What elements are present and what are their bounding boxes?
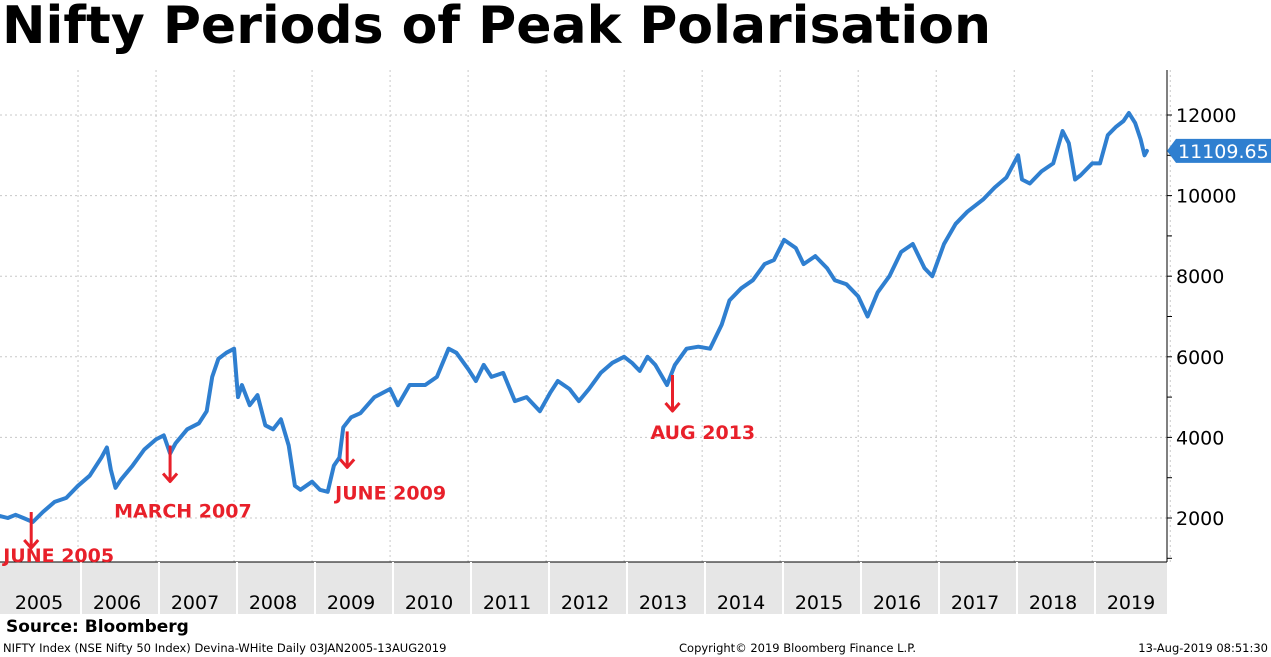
footer-timestamp: 13-Aug-2019 08:51:30 — [1138, 641, 1268, 655]
y-tick-label: 6000 — [1176, 347, 1224, 369]
x-tick-label: 2016 — [873, 592, 921, 614]
annotation-label: MARCH 2007 — [114, 501, 252, 523]
annotation: JUNE 2009 — [333, 431, 446, 504]
x-tick-label: 2009 — [327, 592, 375, 614]
y-tick-label: 2000 — [1176, 508, 1224, 530]
annotation-label: JUNE 2009 — [333, 482, 446, 504]
chart: 2005 2006 2007 2008 2009 2010 2011 2012 2013 2014… — [0, 70, 1271, 614]
chart-title: Nifty Periods of Peak Polarisation — [2, 0, 991, 56]
annotation-label: JUNE 2005 — [1, 545, 114, 567]
x-tick-label: 2007 — [171, 592, 219, 614]
source-label: Source: Bloomberg — [6, 617, 189, 637]
annotation-arrow-head — [23, 539, 40, 550]
nifty-series-line — [0, 111, 1149, 524]
annotation-arrow-head — [664, 402, 681, 413]
x-tick-label: 2019 — [1107, 592, 1155, 614]
x-tick-label: 2015 — [795, 592, 843, 614]
series-layer — [0, 111, 1149, 524]
annotation: AUG 2013 — [651, 374, 756, 444]
x-axis-band — [0, 562, 1167, 614]
last-value-label: 11109.65 — [1178, 141, 1269, 163]
y-tick-label: 10000 — [1176, 186, 1236, 208]
last-value-tag: 11109.65 — [1167, 138, 1271, 163]
annotation-arrow-head — [339, 458, 356, 469]
x-tick-label: 2008 — [249, 592, 297, 614]
x-tick-label: 2018 — [1029, 592, 1077, 614]
annotation-arrow-head — [161, 472, 179, 484]
annotation-label: AUG 2013 — [651, 422, 756, 444]
grid-layer — [0, 70, 1171, 562]
y-tick-label: 4000 — [1176, 427, 1224, 449]
y-tick-label: 8000 — [1176, 266, 1224, 288]
x-tick-label: 2011 — [483, 592, 531, 614]
x-tick-label: 2012 — [561, 592, 609, 614]
footer-copyright: Copyright© 2019 Bloomberg Finance L.P. — [679, 641, 916, 655]
annotation: MARCH 2007 — [114, 445, 252, 523]
last-value-tag-shape — [1167, 138, 1271, 163]
x-tick-label: 2017 — [951, 592, 999, 614]
annotation: JUNE 2005 — [1, 512, 114, 567]
x-tick-label: 2014 — [717, 592, 765, 614]
x-tick-label: 2005 — [15, 592, 63, 614]
footer-bar: NIFTY Index (NSE Nifty 50 Index) Devina-… — [0, 639, 1271, 657]
x-tick-label: 2006 — [93, 592, 141, 614]
y-tick-label: 12000 — [1176, 105, 1236, 127]
x-tick-label: 2013 — [639, 592, 687, 614]
footer-security-info: NIFTY Index (NSE Nifty 50 Index) Devina-… — [3, 641, 447, 655]
axis-layer: 2005 2006 2007 2008 2009 2010 2011 2012 2013 2014… — [0, 70, 1271, 614]
x-tick-label: 2010 — [405, 592, 453, 614]
